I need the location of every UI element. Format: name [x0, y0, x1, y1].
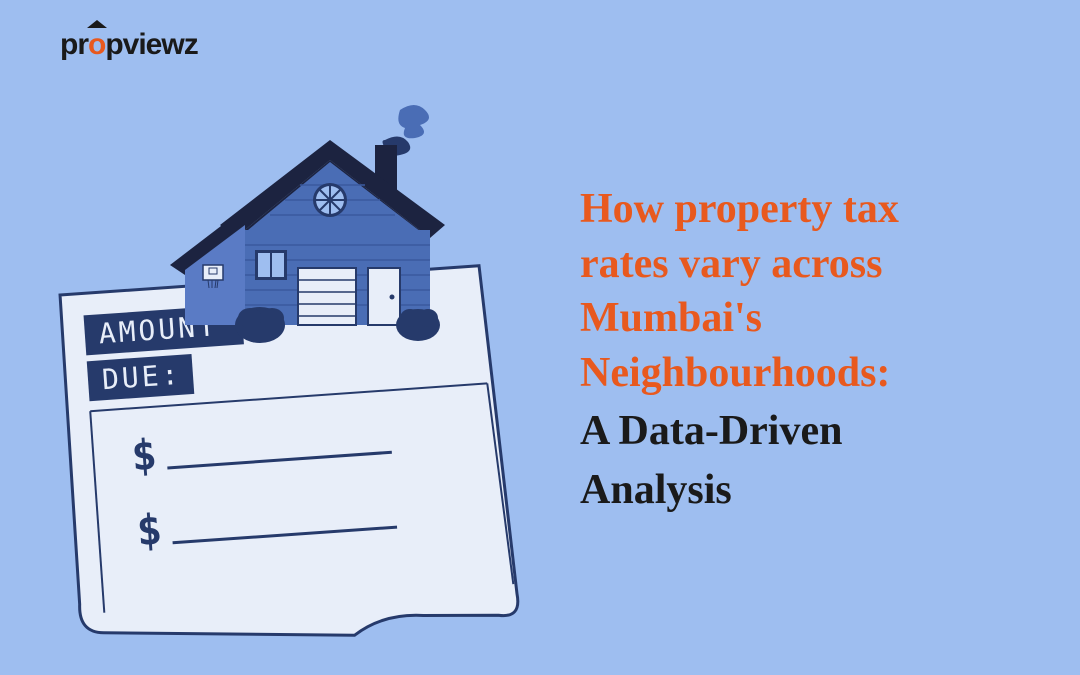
heading-line-4: Neighbourhoods: — [580, 346, 1050, 401]
heading-line-2: rates vary across — [580, 237, 1050, 292]
logo-highlight: o — [88, 28, 105, 62]
illustration-svg: AMOUNT DUE: $ $ — [30, 80, 550, 640]
heading-line-1: How property tax — [580, 182, 1050, 237]
logo-roof-icon — [87, 20, 107, 28]
logo-prefix: pr — [60, 28, 88, 61]
brand-logo: propviewz — [60, 28, 198, 62]
heading-line-5: A Data-Driven — [580, 404, 1050, 459]
logo-suffix: pviewz — [105, 28, 197, 61]
main-heading: How property tax rates vary across Mumba… — [580, 182, 1050, 518]
bill-due-label: DUE: — [101, 358, 183, 396]
heading-line-6: Analysis — [580, 463, 1050, 518]
house-bill-illustration: AMOUNT DUE: $ $ — [30, 80, 550, 640]
svg-text:$: $ — [135, 505, 164, 556]
heading-line-3: Mumbai's — [580, 291, 1050, 346]
svg-text:$: $ — [130, 430, 159, 481]
